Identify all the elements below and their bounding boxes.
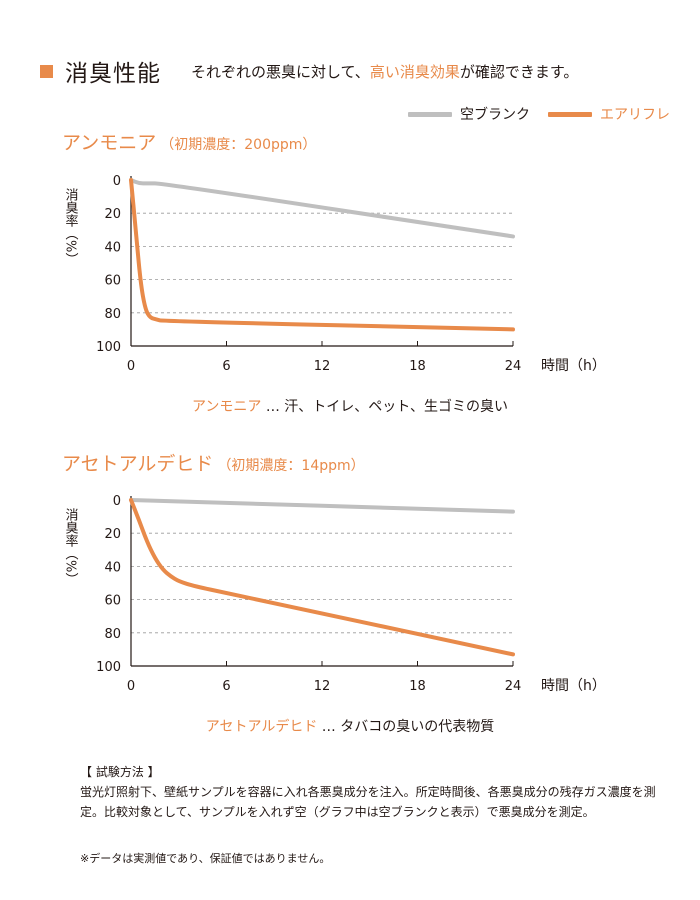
series-line-product [129, 498, 515, 657]
y-tick-label: 20 [104, 207, 121, 222]
y-tick-label: 60 [104, 594, 121, 609]
x-tick-label: 6 [222, 359, 230, 374]
chart-title-main: アセトアルデヒド [62, 453, 214, 475]
series-line-product [129, 178, 515, 332]
chart-ammonia: 消臭率（%） 0 20 40 60 80 100 0 6 12 18 24 時間（h） [63, 174, 606, 374]
y-tick-label: 80 [104, 627, 121, 642]
x-tick-label: 18 [409, 679, 426, 694]
caption-rest: … タバコの臭いの代表物質 [317, 719, 495, 735]
chart-legend: 空ブランク エアリフレ [390, 104, 670, 124]
legend-swatch-gray [408, 111, 452, 117]
caption-rest: … 汗、トイレ、ペット、生ゴミの臭い [261, 399, 509, 415]
chart-caption-acetaldehyde: アセトアルデヒド … タバコの臭いの代表物質 [0, 716, 700, 736]
y-tick-label: 0 [113, 494, 121, 509]
x-tick-label: 12 [314, 359, 331, 374]
y-tick-label: 100 [96, 340, 121, 355]
caption-accent: アンモニア [191, 399, 262, 415]
legend-swatch-orange [548, 111, 592, 117]
x-axis-label: 時間（h） [541, 358, 606, 374]
y-tick-label: 100 [96, 660, 121, 675]
y-tick-label: 0 [113, 174, 121, 189]
x-tick-label: 0 [127, 679, 135, 694]
legend-label-blank: 空ブランク [460, 107, 530, 123]
series-line-blank [129, 178, 515, 239]
x-tick-label: 12 [314, 679, 331, 694]
caption-accent: アセトアルデヒド [205, 719, 318, 735]
section-title: 消臭性能 [65, 61, 161, 87]
chart-title-main: アンモニア [62, 132, 157, 154]
desc-post: が確認できます。 [459, 62, 579, 81]
section-description: それぞれの悪臭に対して、高い消臭効果が確認できます。 [191, 61, 578, 82]
legend-item-blank: 空ブランク [408, 104, 530, 124]
legend-item-product: エアリフレ [548, 104, 670, 124]
x-axis-label: 時間（h） [541, 678, 606, 694]
test-method-body: 蛍光灯照射下、壁紙サンプルを容器に入れ各悪臭成分を注入。所定時間後、各悪臭成分の… [80, 785, 656, 819]
chart-caption-ammonia: アンモニア … 汗、トイレ、ペット、生ゴミの臭い [0, 396, 700, 416]
chart-title-sub: （初期濃度：14ppm） [217, 458, 365, 474]
chart-acetaldehyde: 消臭率（%） 0 20 40 60 80 100 0 6 12 18 24 時間（h） [63, 494, 606, 694]
series-line-blank [129, 498, 515, 514]
x-tick-label: 0 [127, 359, 135, 374]
chart-title-sub: （初期濃度：200ppm） [160, 137, 317, 153]
test-method-heading: 【 試験方法 】 [80, 765, 160, 779]
x-tick-label: 24 [505, 679, 522, 694]
y-tick-label: 40 [104, 560, 121, 575]
section-header: 消臭性能 それぞれの悪臭に対して、高い消臭効果が確認できます。 [40, 54, 578, 88]
y-tick-label: 80 [104, 307, 121, 322]
disclaimer-note: ※データは実測値であり、保証値ではありません。 [80, 852, 331, 865]
y-tick-label: 60 [104, 274, 121, 289]
chart-title-acetaldehyde: アセトアルデヒド （初期濃度：14ppm） [62, 449, 365, 476]
desc-accent: 高い消臭効果 [369, 62, 460, 81]
test-method: 【 試験方法 】 蛍光灯照射下、壁紙サンプルを容器に入れ各悪臭成分を注入。所定時… [80, 762, 660, 822]
chart-title-ammonia: アンモニア （初期濃度：200ppm） [62, 128, 316, 155]
y-tick-label: 40 [104, 240, 121, 255]
x-tick-label: 24 [505, 359, 522, 374]
legend-label-product: エアリフレ [600, 107, 670, 123]
x-tick-label: 18 [409, 359, 426, 374]
x-tick-label: 6 [222, 679, 230, 694]
y-axis-label: 消臭率（%） [63, 188, 79, 265]
bullet-square-icon [40, 64, 53, 78]
y-tick-label: 20 [104, 527, 121, 542]
desc-pre: それぞれの悪臭に対して、 [191, 62, 370, 81]
y-axis-label: 消臭率（%） [63, 508, 79, 585]
